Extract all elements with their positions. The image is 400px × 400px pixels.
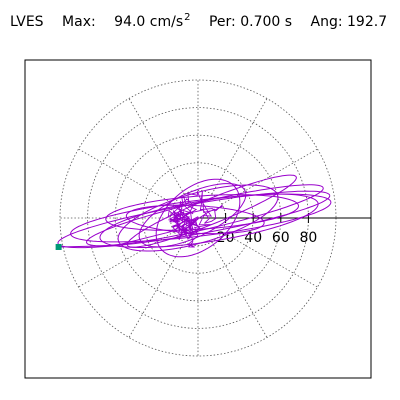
angle-value: 192.7 (347, 14, 388, 30)
angle-label: Ang: (310, 14, 343, 30)
start-marker (55, 243, 62, 250)
tick-label-60: 60 (272, 230, 290, 246)
grid-spoke-330 (221, 231, 318, 288)
grid-spoke-120 (128, 98, 185, 195)
start-marker-layer (55, 243, 62, 250)
max-label: Max: (62, 14, 96, 30)
trace-loop-5 (125, 204, 265, 235)
period-value: 0.700 s (240, 14, 293, 30)
grid-spoke-60 (211, 98, 268, 195)
trace-loop-8 (126, 174, 297, 248)
chart-header: LVES Max: 94.0 cm/s2 Per: 0.700 s Ang: 1… (10, 12, 388, 30)
tick-label-80: 80 (299, 230, 317, 246)
max-unit-exponent: 2 (184, 12, 191, 24)
motion-trace (57, 174, 332, 258)
trace-start-swing (58, 217, 199, 248)
max-unit: cm/s (149, 14, 184, 30)
grid-spoke-240 (128, 241, 185, 338)
tick-label-40: 40 (244, 230, 262, 246)
trace-cluster (167, 191, 223, 248)
grid-spoke-150 (78, 148, 175, 205)
tick-label-20: 20 (217, 230, 235, 246)
period-label: Per: (208, 14, 236, 30)
trace-loop-7 (57, 190, 331, 249)
plot-frame (24, 59, 372, 379)
trace-loop-9 (155, 178, 241, 258)
station-label: LVES (10, 14, 44, 30)
trace-loop-4 (117, 184, 279, 252)
grid-spoke-210 (78, 231, 175, 288)
max-value: 94.0 (114, 14, 146, 30)
grid-spoke-300 (211, 241, 268, 338)
